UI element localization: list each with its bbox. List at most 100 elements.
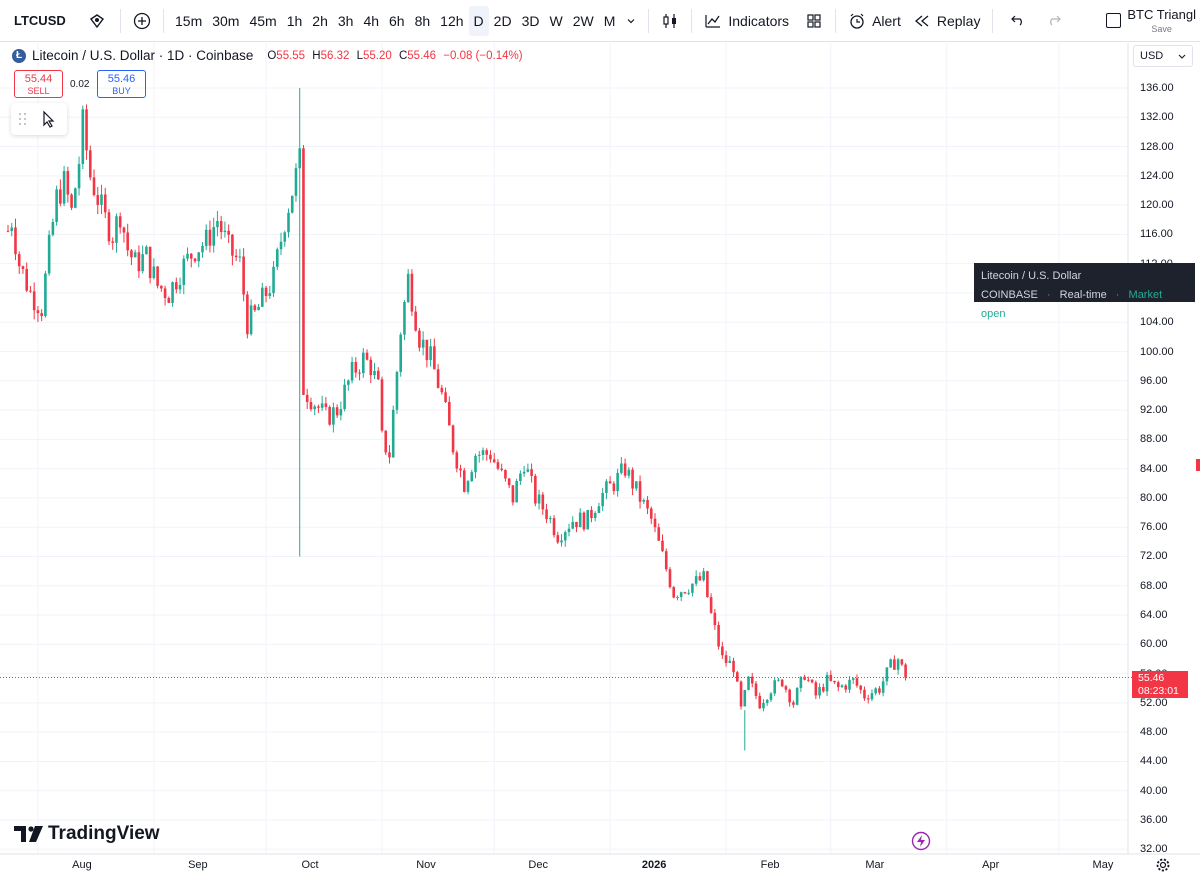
price-tick-label: 120.00 <box>1140 199 1174 212</box>
undo-button[interactable] <box>1003 6 1033 36</box>
interval-12h[interactable]: 12h <box>440 12 464 29</box>
toolbar-divider <box>120 8 121 33</box>
candle <box>343 384 346 410</box>
tradingview-logo[interactable]: TradingView <box>14 823 160 845</box>
candle <box>96 195 100 205</box>
interval-4h[interactable]: 4h <box>363 12 380 29</box>
sell-button[interactable]: 55.44 SELL <box>14 70 63 98</box>
interval-6h[interactable]: 6h <box>389 12 405 29</box>
drag-handle-icon[interactable] <box>17 110 29 128</box>
toolbar-divider <box>648 8 650 33</box>
candle <box>750 676 754 684</box>
interval-30m[interactable]: 30m <box>212 12 240 29</box>
interval-dropdown-button[interactable] <box>620 6 642 36</box>
gear-icon <box>1156 858 1170 872</box>
candle <box>691 583 694 593</box>
interval-2d[interactable]: 2D <box>493 12 512 29</box>
indicators-button[interactable]: Indicators <box>698 6 795 36</box>
candle <box>679 592 683 597</box>
candle <box>418 330 421 348</box>
replay-button[interactable]: Replay <box>907 6 987 36</box>
cursor-arrow-icon[interactable] <box>41 110 57 128</box>
candle <box>851 678 855 680</box>
candle <box>511 485 515 503</box>
lightning-button[interactable] <box>911 831 931 856</box>
candle <box>40 313 43 317</box>
time-tick-label: Sep <box>188 859 208 871</box>
chart-type-button[interactable] <box>655 6 685 36</box>
candle <box>44 273 47 317</box>
layout-name-button[interactable]: BTC Triangl Save <box>1127 8 1200 36</box>
interval-w[interactable]: W <box>549 12 563 29</box>
interval-45m[interactable]: 45m <box>249 12 277 29</box>
time-tick-label: May <box>1092 859 1114 871</box>
symbol-search[interactable]: LTCUSD <box>6 6 114 36</box>
candle <box>836 682 840 688</box>
candle <box>369 359 373 376</box>
buy-button[interactable]: 55.46 BUY <box>97 70 146 98</box>
candle <box>410 273 414 312</box>
candle <box>362 352 365 374</box>
open-key: O <box>267 49 277 62</box>
candle <box>552 518 556 536</box>
candle <box>840 685 844 688</box>
interval-2h[interactable]: 2h <box>312 12 328 29</box>
candle <box>403 302 406 335</box>
interval-m[interactable]: M <box>603 12 616 29</box>
interval-8h[interactable]: 8h <box>414 12 431 29</box>
templates-button[interactable] <box>799 6 829 36</box>
candle <box>635 481 638 489</box>
interval-3h[interactable]: 3h <box>337 12 354 29</box>
candle <box>115 216 118 243</box>
candle <box>92 177 96 196</box>
layout-checkbox[interactable] <box>1106 13 1121 28</box>
candle <box>257 306 260 311</box>
candle <box>848 679 851 690</box>
interval-2w[interactable]: 2W <box>572 12 594 29</box>
candle <box>74 188 77 208</box>
spread-value: 0.02 <box>70 79 90 90</box>
compare-symbol-button[interactable] <box>127 6 157 36</box>
interval-1h[interactable]: 1h <box>286 12 303 29</box>
candle <box>814 682 818 696</box>
candle <box>388 452 391 458</box>
candle <box>721 646 724 656</box>
candle <box>627 469 631 476</box>
candle <box>477 454 481 456</box>
candle <box>500 468 503 471</box>
chart-settings-button[interactable] <box>1155 857 1171 878</box>
interval-15m[interactable]: 15m <box>175 12 203 29</box>
alert-label: Alert <box>872 12 901 29</box>
candle <box>754 683 758 696</box>
candle <box>702 571 705 581</box>
symbol-tag-icon[interactable] <box>88 12 106 30</box>
candle <box>298 148 302 169</box>
tooltip-exchange: COINBASE <box>981 289 1038 301</box>
top-toolbar: LTCUSD 15m 30m 45m 1h 2h 3h 4h 6h 8h 12h D 2D 3D W 2W M… <box>0 0 1200 42</box>
price-tick-label: 40.00 <box>1140 784 1168 797</box>
alert-button[interactable]: Alert <box>842 6 907 36</box>
candle <box>358 372 361 374</box>
legend-title[interactable]: Litecoin / U.S. Dollar · 1D · Coinbase <box>32 48 254 63</box>
candle <box>537 494 541 504</box>
interval-d[interactable]: D <box>468 5 489 36</box>
toolbar-divider <box>835 8 837 33</box>
candle <box>414 311 417 331</box>
candle <box>14 227 17 255</box>
toolbar-divider <box>992 8 994 33</box>
candle <box>504 470 507 479</box>
candle <box>350 362 354 381</box>
currency-selector[interactable]: USD <box>1133 45 1193 67</box>
toolbar-divider <box>691 8 693 33</box>
candle <box>317 406 320 408</box>
redo-button[interactable] <box>1039 6 1069 36</box>
chart-legend: Ł Litecoin / U.S. Dollar · 1D · Coinbase… <box>12 48 523 63</box>
candle <box>163 288 167 299</box>
candle <box>803 676 806 680</box>
interval-3d[interactable]: 3D <box>521 12 540 29</box>
candle <box>160 285 163 289</box>
candle <box>182 258 186 285</box>
candle <box>664 551 668 570</box>
candle <box>223 230 227 233</box>
